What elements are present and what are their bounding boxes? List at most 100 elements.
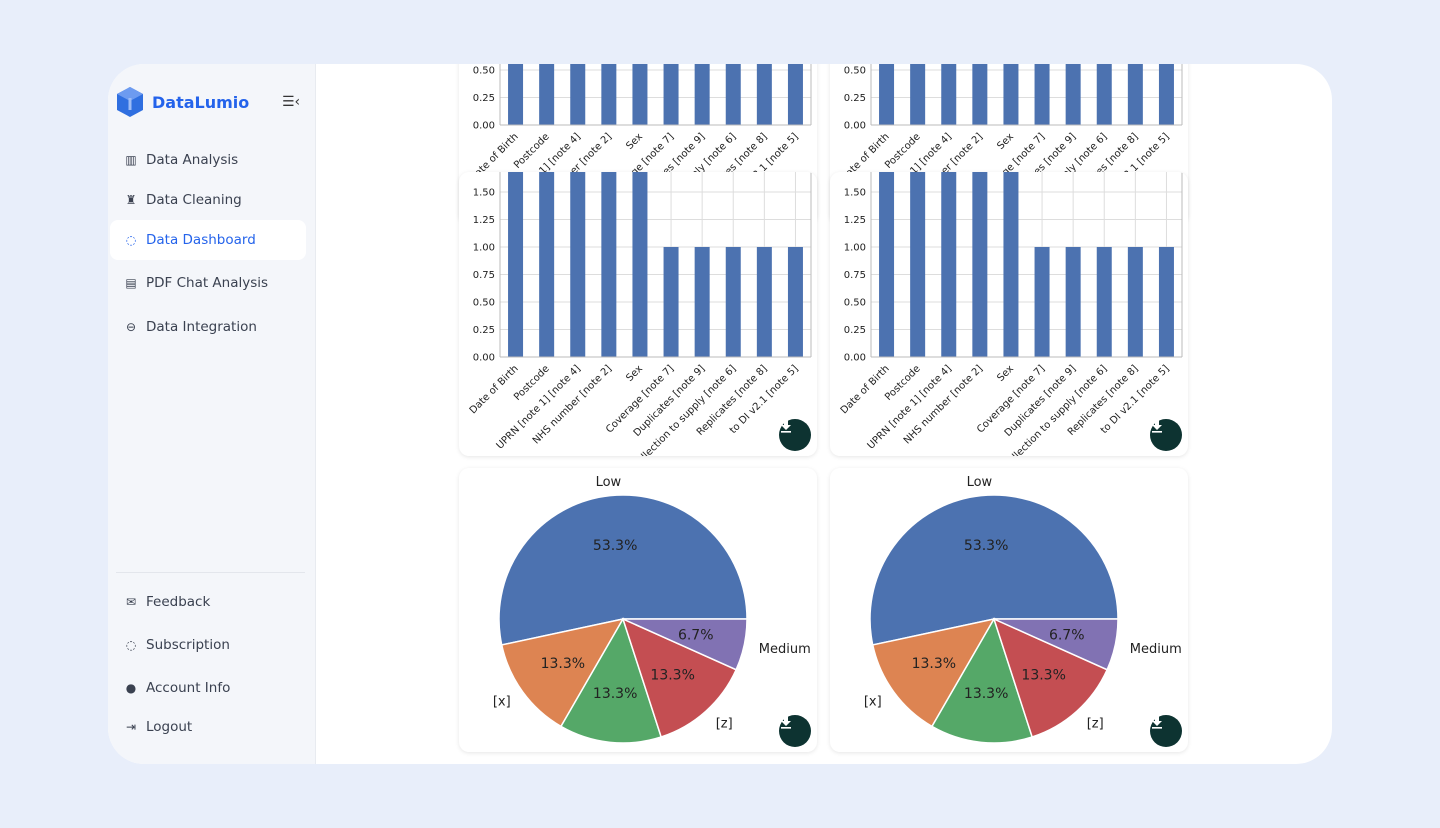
sidebar-item-label: Subscription <box>146 637 230 653</box>
bar <box>508 172 524 357</box>
bar <box>756 64 772 125</box>
sidebar-item-data-dashboard[interactable]: ◌ Data Dashboard <box>110 220 306 260</box>
sidebar-item-logout[interactable]: ⇥ Logout <box>110 707 306 747</box>
x-tick-label: Date of Birth <box>839 363 892 416</box>
logo[interactable]: DataLumio <box>116 86 249 118</box>
pie-pct-label: 6.7% <box>1049 628 1085 644</box>
y-tick-label: 1.25 <box>473 215 495 226</box>
bar <box>1158 247 1174 357</box>
pie-label: Excellent <box>950 751 1009 752</box>
bar <box>972 64 988 125</box>
x-tick-label: Sex <box>624 363 645 384</box>
pie-pct-label: 13.3% <box>593 686 637 702</box>
pie-pct-label: 13.3% <box>541 656 585 672</box>
sidebar-item-label: PDF Chat Analysis <box>146 275 269 291</box>
bar <box>787 247 803 357</box>
sidebar-item-label: Data Analysis <box>146 152 239 168</box>
pie-slice <box>871 617 996 728</box>
y-tick-label: 0.00 <box>844 353 866 364</box>
x-tick-label: Date of Birth <box>468 363 521 416</box>
pie-slice <box>930 617 1034 744</box>
y-tick-label: 0.50 <box>473 66 495 77</box>
bar <box>663 247 679 357</box>
pie-slice <box>869 494 1119 646</box>
bar <box>694 64 710 125</box>
pie-pct-label: 53.3% <box>593 538 637 554</box>
pie-label: [z] <box>1087 716 1104 731</box>
pie-pct-label: 13.3% <box>650 667 694 683</box>
download-button[interactable] <box>1150 419 1182 451</box>
y-tick-label: 1.50 <box>844 188 866 199</box>
sidebar-item-label: Account Info <box>146 680 231 696</box>
y-tick-label: 0.50 <box>473 298 495 309</box>
y-tick-label: 0.25 <box>844 93 866 104</box>
sidebar-item-data-cleaning[interactable]: ♜ Data Cleaning <box>110 180 306 220</box>
bar <box>879 172 895 357</box>
bar <box>1065 64 1081 125</box>
pie-label: [x] <box>493 695 511 710</box>
dashboard-content[interactable]: 0.00 0.25 0.50 0.75 1.00 1.25 1.50 Date of Birt… <box>317 64 1332 764</box>
x-tick-label: Sex <box>995 131 1016 152</box>
account-icon: ● <box>125 681 137 695</box>
pie-slice <box>621 617 738 738</box>
pie-label: Medium <box>1130 642 1182 657</box>
bar <box>1127 64 1143 125</box>
bar <box>570 172 586 357</box>
y-tick-label: 0.00 <box>844 121 866 132</box>
sidebar-item-label: Data Cleaning <box>146 192 242 208</box>
pie-label: [z] <box>716 716 733 731</box>
y-tick-label: 1.00 <box>473 243 495 254</box>
y-tick-label: 0.75 <box>473 270 495 281</box>
pie-label: Excellent <box>579 751 638 752</box>
download-button[interactable] <box>779 715 811 747</box>
bar <box>632 172 648 357</box>
pie-label: Low <box>967 475 993 490</box>
bar <box>1034 247 1050 357</box>
pie-slice <box>498 494 748 646</box>
pie-pct-label: 13.3% <box>912 656 956 672</box>
bar-chart-icon: ▥ <box>125 153 137 167</box>
bar <box>1127 247 1143 357</box>
bar <box>725 64 741 125</box>
bar <box>910 64 926 125</box>
subscription-icon: ◌ <box>125 638 137 652</box>
sidebar: DataLumio ☰‹ ▥ Data Analysis ♜ Data Cleanin… <box>108 64 316 764</box>
bar <box>756 247 772 357</box>
pie-chart-card: 53.3% Low 13.3% [x] 13.3% Excellent 13.3% [z] 6.… <box>459 468 817 752</box>
collapse-sidebar-icon[interactable]: ☰‹ <box>282 94 301 110</box>
sidebar-item-pdf-chat-analysis[interactable]: ▤ PDF Chat Analysis <box>110 263 306 303</box>
bar <box>570 64 586 125</box>
bar-chart-card: 0.00 0.25 0.50 0.75 1.00 1.25 1.50 Date of Birt… <box>459 172 817 456</box>
sidebar-item-feedback[interactable]: ✉ Feedback <box>110 582 306 622</box>
bar <box>508 64 524 125</box>
sidebar-item-account-info[interactable]: ● Account Info <box>110 668 306 708</box>
y-tick-label: 0.25 <box>844 325 866 336</box>
bar <box>1003 64 1019 125</box>
pie-slice <box>993 618 1119 671</box>
sidebar-item-data-integration[interactable]: ⊖ Data Integration <box>110 307 306 347</box>
bar <box>1065 247 1081 357</box>
pie-slice <box>559 617 663 744</box>
y-tick-label: 0.00 <box>473 353 495 364</box>
y-tick-label: 1.00 <box>844 243 866 254</box>
bar <box>941 64 957 125</box>
bar <box>539 64 555 125</box>
sidebar-item-data-analysis[interactable]: ▥ Data Analysis <box>110 140 306 180</box>
pie-pct-label: 13.3% <box>964 686 1008 702</box>
x-tick-label: Sex <box>624 131 645 152</box>
y-tick-label: 1.25 <box>844 215 866 226</box>
bar <box>632 64 648 125</box>
bar <box>663 64 679 125</box>
x-tick-label: Sex <box>995 363 1016 384</box>
donut-icon: ◌ <box>125 233 137 247</box>
bar <box>910 172 926 357</box>
y-tick-label: 0.75 <box>844 270 866 281</box>
download-button[interactable] <box>779 419 811 451</box>
bar-chart-card: 0.00 0.25 0.50 0.75 1.00 1.25 1.50 Date of Birt… <box>830 172 1188 456</box>
bar <box>1096 64 1112 125</box>
pie-slice <box>992 617 1109 738</box>
download-button[interactable] <box>1150 715 1182 747</box>
bar <box>879 64 895 125</box>
sidebar-item-subscription[interactable]: ◌ Subscription <box>110 625 306 665</box>
sidebar-item-label: Data Dashboard <box>146 232 256 248</box>
